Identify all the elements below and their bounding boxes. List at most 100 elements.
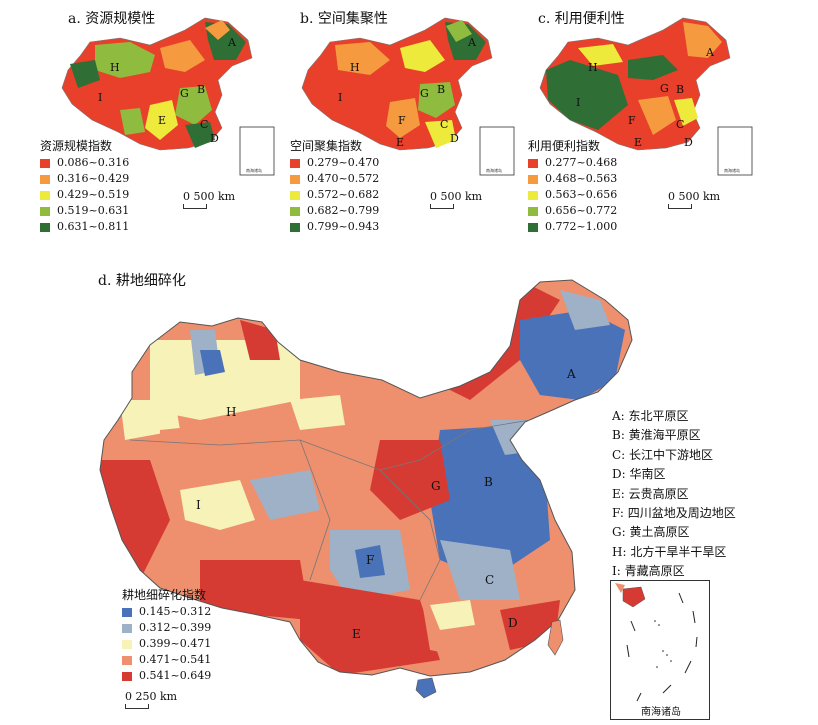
map-c-label-h: H [588,61,598,74]
scale-text: 0 500 km [183,190,236,203]
region-legend-item: H: 北方干旱半干旱区 [612,544,727,559]
legend-swatch [122,607,132,617]
map-d-label-a: A [566,367,576,381]
map-b-label-g: G [420,87,429,100]
legend-swatch [528,206,538,216]
map-a-label-b: B [197,83,205,96]
taiwan-island [547,619,564,656]
legend-row: 0.277~0.468 [528,155,617,171]
region-legend-item: B: 黄淮海平原区 [612,428,701,443]
map-b-label-e: E [396,136,404,149]
map-a-label-d: D [210,132,219,145]
legend-swatch [122,671,132,681]
map-d-label-e: E [352,627,361,641]
legend-range: 0.316~0.429 [57,172,130,185]
legend-range: 0.471~0.541 [139,653,212,666]
region-legend-item: D: 华南区 [612,467,666,482]
legend-range: 0.086~0.316 [57,156,130,169]
map-c-label-c: C [676,118,684,131]
legend-row: 0.799~0.943 [290,219,379,235]
legend-swatch [290,206,300,216]
map-c-label-i: I [576,96,580,109]
panel-c-title: c. 利用便利性 [538,11,625,27]
map-a-label-a: A [227,36,237,49]
legend-range: 0.656~0.772 [545,204,618,217]
legend-range: 0.541~0.649 [139,669,212,682]
inset-map [615,583,698,702]
legend-range: 0.519~0.631 [57,204,130,217]
panel-d-region-boundaries [129,419,531,601]
panel-b-region-letters: H I G B F C D A E [338,36,477,149]
map-d-label-i: I [196,498,201,512]
map-d-label-b: B [484,475,493,489]
panel-c-inset-frame [717,126,753,176]
map-c-label-f: F [628,114,636,127]
legend-swatch [40,206,50,216]
legend-range: 0.468~0.563 [545,172,618,185]
panel-a-region-letters: H I G B E C D A [98,36,237,145]
legend-row: 0.471~0.541 [122,652,211,668]
map-d-label-f: F [366,553,374,567]
map-c-label-g: G [660,82,669,95]
panel-a-legend-title: 资源规模指数 [40,139,113,153]
legend-range: 0.572~0.682 [307,188,380,201]
panel-a-inset-label: 南海诸岛 [246,167,262,173]
region-legend: A: 东北平原区 B: 黄淮海平原区 C: 长江中下游地区 D: 华南区 E: … [612,407,736,582]
legend-row: 0.312~0.399 [122,620,211,636]
map-b-label-f: F [398,114,406,127]
scale-text: 0 500 km [668,190,721,203]
legend-range: 0.799~0.943 [307,220,380,233]
scale-line [430,204,454,209]
panel-d-title: d. 耕地细碎化 [98,273,186,289]
hainan-island [415,677,437,699]
map-d-label-g: G [431,479,441,493]
legend-range: 0.312~0.399 [139,621,212,634]
legend-swatch [122,623,132,633]
panel-d-region-letters: A B C D E F G H I [196,367,576,641]
legend-swatch [528,158,538,168]
scale-line [668,204,692,209]
legend-swatch [290,190,300,200]
legend-row: 0.572~0.682 [290,187,379,203]
legend-row: 0.316~0.429 [40,171,129,187]
legend-range: 0.277~0.468 [545,156,618,169]
map-a-label-g: G [180,87,189,100]
legend-swatch [528,174,538,184]
legend-row: 0.656~0.772 [528,203,617,219]
region-legend-item: F: 四川盆地及周边地区 [612,506,736,521]
legend-row: 0.279~0.470 [290,155,379,171]
map-c-label-d: D [684,136,693,149]
panel-c-legend-title: 利用便利指数 [528,139,601,153]
legend-range: 0.772~1.000 [545,220,618,233]
legend-swatch [528,190,538,200]
panel-d-legend-title: 耕地细碎化指数 [122,588,207,602]
panel-c-region-letters: H I G B F C D A E [576,46,715,149]
legend-range: 0.429~0.519 [57,188,130,201]
legend-range: 0.399~0.471 [139,637,212,650]
panel-d-scalebar: 0 250 km [125,690,177,709]
panel-b-title: b. 空间集聚性 [300,11,388,27]
legend-range: 0.470~0.572 [307,172,380,185]
south-china-sea-inset: 南海诸岛 [610,580,710,720]
panel-c-legend: 利用便利指数 0.277~0.468 0.468~0.563 0.563~0.6… [528,138,617,235]
panel-a-title: a. 资源规模性 [68,11,156,27]
region-legend-item: I: 青藏高原区 [612,564,685,579]
legend-swatch [290,222,300,232]
region-legend-item: C: 长江中下游地区 [612,447,714,462]
scale-line [125,704,149,709]
panel-b-inset-frame [479,126,515,176]
panel-b-legend-title: 空间聚集指数 [290,139,363,153]
map-c-label-e: E [634,136,642,149]
legend-row: 0.519~0.631 [40,203,129,219]
map-b-label-h: H [350,61,360,74]
legend-range: 0.279~0.470 [307,156,380,169]
panel-c-china-map [539,17,731,151]
panel-d-legend: 耕地细碎化指数 0.145~0.312 0.312~0.399 0.399~0.… [122,587,211,684]
panel-c-scalebar: 0 500 km [668,190,721,209]
panel-b-inset-label: 南海诸岛 [486,167,502,173]
map-b-label-i: I [338,91,342,104]
scale-line [183,204,207,209]
map-c-label-a: A [705,46,715,59]
region-legend-item: G: 黄土高原区 [612,525,690,540]
map-a-label-h: H [110,61,120,74]
